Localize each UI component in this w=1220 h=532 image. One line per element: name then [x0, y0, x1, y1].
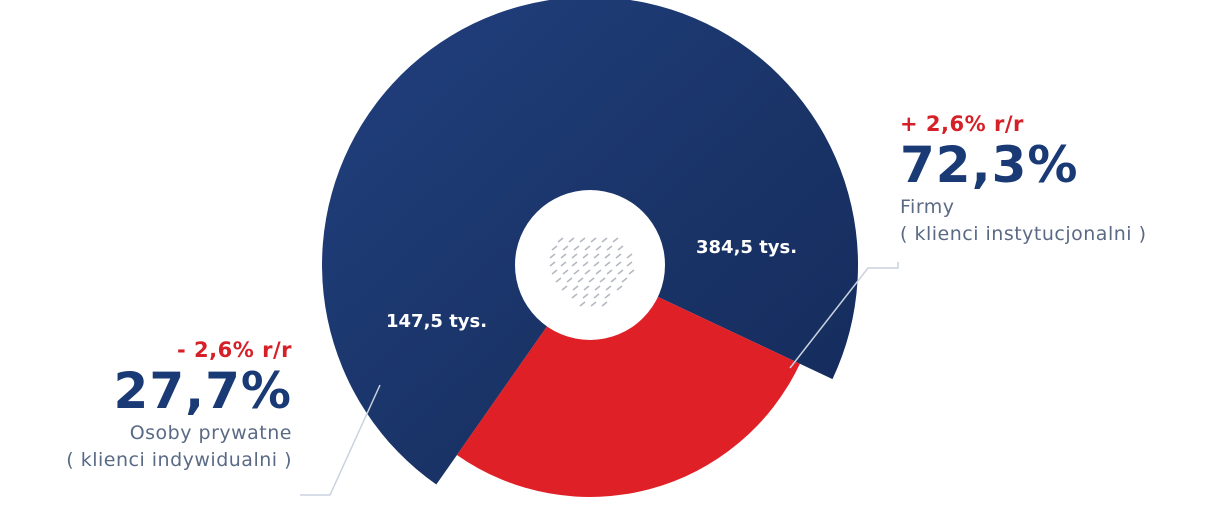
map-dot: [549, 261, 556, 267]
map-dot: [593, 293, 600, 299]
map-dot: [582, 253, 589, 259]
map-dot: [562, 269, 569, 275]
percent-osoby-prywatne: 27,7%: [113, 362, 292, 420]
slice-value-label-firmy: 384,5 tys.: [696, 237, 797, 258]
map-dot: [617, 245, 624, 251]
map-dot: [561, 285, 568, 291]
map-dot: [579, 237, 586, 243]
slice-value-label-osoby-prywatne: 147,5 tys.: [386, 311, 487, 332]
leader-line-firmy: [789, 262, 899, 369]
map-dot: [615, 253, 622, 259]
map-dot: [605, 285, 612, 291]
map-dot: [562, 245, 569, 251]
map-dot: [599, 277, 606, 283]
label-osoby-prywatne: Osoby prywatne: [129, 422, 292, 444]
map-dot: [571, 261, 578, 267]
map-dot: [610, 277, 617, 283]
map-dot: [621, 277, 628, 283]
map-dot: [582, 293, 589, 299]
map-dot: [551, 245, 558, 251]
map-dot: [604, 253, 611, 259]
map-dot: [588, 277, 595, 283]
map-dot: [617, 269, 624, 275]
map-dot: [628, 269, 635, 275]
map-dot: [626, 253, 633, 259]
callout-osoby-prywatne: - 2,6% r/r 27,7% Osoby prywatne ( klienc…: [66, 338, 292, 474]
map-dot: [626, 261, 633, 267]
map-dot: [579, 301, 586, 307]
change-osoby-prywatne: - 2,6% r/r: [177, 338, 292, 362]
map-dot: [606, 269, 613, 275]
map-dot: [566, 277, 573, 283]
map-dot: [568, 237, 575, 243]
map-dot: [612, 237, 619, 243]
leader-line-osoby-prywatne: [300, 384, 381, 496]
map-dot: [582, 261, 589, 267]
center-hole: [515, 190, 665, 340]
map-dot: [601, 301, 608, 307]
map-dot: [557, 237, 564, 243]
map-dot: [615, 261, 622, 267]
percent-firmy: 72,3%: [900, 136, 1079, 194]
map-dot: [593, 253, 600, 259]
map-dot: [577, 277, 584, 283]
map-dot: [571, 253, 578, 259]
map-dot: [601, 237, 608, 243]
map-dot: [549, 253, 556, 259]
callout-firmy: + 2,6% r/r 72,3% Firmy ( klienci instytu…: [900, 112, 1147, 248]
map-dot: [606, 245, 613, 251]
map-dot: [555, 277, 562, 283]
poland-map-icon: [549, 237, 635, 307]
change-firmy: + 2,6% r/r: [900, 112, 1024, 136]
map-dot: [604, 293, 611, 299]
label-firmy: Firmy: [900, 196, 955, 218]
map-dot: [551, 269, 558, 275]
map-dot: [573, 245, 580, 251]
sublabel-osoby-prywatne: ( klienci indywidualni ): [66, 449, 292, 471]
map-dot: [616, 285, 623, 291]
map-dot: [593, 261, 600, 267]
map-dot: [573, 269, 580, 275]
map-dot: [595, 245, 602, 251]
map-dot: [590, 301, 597, 307]
map-dot: [560, 261, 567, 267]
map-dot: [560, 253, 567, 259]
map-dot: [594, 285, 601, 291]
map-dot: [571, 293, 578, 299]
sublabel-firmy: ( klienci instytucjonalni ): [900, 223, 1147, 245]
map-dot: [604, 261, 611, 267]
map-dot: [590, 237, 597, 243]
map-dot: [584, 245, 591, 251]
map-dot: [584, 269, 591, 275]
map-dot: [595, 269, 602, 275]
pie-slice-osoby-prywatne: [456, 265, 800, 497]
map-dot: [572, 285, 579, 291]
map-dot: [583, 285, 590, 291]
